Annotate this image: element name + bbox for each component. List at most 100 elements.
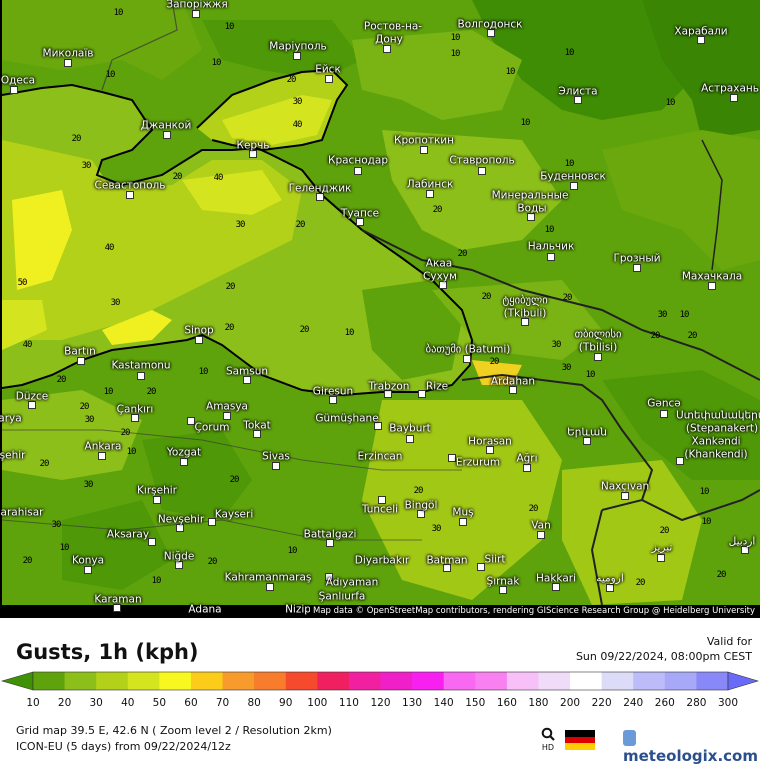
city-label: Diyarbakır xyxy=(354,554,410,567)
city-label: Tunceli xyxy=(361,503,399,516)
contour-label: 20 xyxy=(635,578,646,588)
city-marker xyxy=(326,539,334,547)
city-marker xyxy=(420,146,428,154)
map-attribution[interactable]: Map data © OpenStreetMap contributors, r… xyxy=(310,605,758,617)
city-marker xyxy=(509,386,517,394)
colorbar-tick-label: 10 xyxy=(26,697,40,709)
city-marker xyxy=(443,564,451,572)
colorbar-segment xyxy=(159,672,192,690)
contour-label: 40 xyxy=(213,173,224,183)
city-label: Bingöl xyxy=(404,499,438,512)
city-label: arya xyxy=(0,412,22,425)
colorbar-segment xyxy=(664,672,697,690)
city-marker xyxy=(606,584,614,592)
city-marker xyxy=(448,454,456,462)
city-marker xyxy=(208,518,216,526)
city-label: Kayseri xyxy=(214,508,254,521)
city-label: Bartın xyxy=(64,345,96,358)
colorbar-segment xyxy=(601,672,634,690)
contour-label: 20 xyxy=(432,205,443,215)
colorbar-segment xyxy=(222,672,255,690)
city-label: Запоріжжя xyxy=(166,0,228,11)
city-marker xyxy=(137,372,145,380)
colorbar-tick-label: 60 xyxy=(184,697,198,709)
city-label: Nevşehir xyxy=(157,513,205,526)
colorbar-tick-label: 100 xyxy=(307,697,328,709)
contour-label: 10 xyxy=(151,576,162,586)
city-marker xyxy=(293,52,301,60)
contour-label: 10 xyxy=(287,546,298,556)
contour-label: 30 xyxy=(84,415,95,425)
contour-label: 10 xyxy=(564,48,575,58)
contour-label: 10 xyxy=(198,367,209,377)
colorbar-segment xyxy=(317,672,350,690)
city-label: Şanlıurfa xyxy=(318,590,366,603)
colorbar-segment xyxy=(412,672,445,690)
city-marker xyxy=(570,182,578,190)
city-label: Волгодонск xyxy=(457,18,523,31)
city-label: Kırşehir xyxy=(137,484,177,497)
contour-label: 20 xyxy=(659,526,670,536)
city-marker xyxy=(523,464,531,472)
city-marker xyxy=(660,410,668,418)
city-label: Ставрополь xyxy=(449,154,515,167)
city-label: ارومیه xyxy=(596,572,624,585)
city-label: Махачкала xyxy=(681,270,743,283)
city-label: Giresun xyxy=(312,385,354,398)
city-label: (Stepanakert) xyxy=(685,422,759,435)
city-label: Ankara xyxy=(84,440,122,453)
contour-label: 30 xyxy=(235,220,246,230)
colorbar-tick-label: 30 xyxy=(89,697,103,709)
germany-flag-icon[interactable] xyxy=(565,730,595,750)
colorbar-tick-label: 120 xyxy=(370,697,391,709)
contour-label: 20 xyxy=(172,172,183,182)
city-marker xyxy=(374,422,382,430)
city-label: Erzurum xyxy=(455,456,501,469)
city-marker xyxy=(249,150,257,158)
city-marker xyxy=(77,357,85,365)
contour-label: 10 xyxy=(344,328,355,338)
colorbar-segment xyxy=(254,672,287,690)
city-marker xyxy=(176,524,184,532)
magnifier-hd-icon[interactable]: HD xyxy=(541,727,555,752)
contour-label: 20 xyxy=(71,134,82,144)
city-marker xyxy=(439,281,447,289)
hd-label: HD xyxy=(541,743,555,752)
city-marker xyxy=(417,510,425,518)
city-label: Минеральные xyxy=(491,189,569,202)
city-label: Севастополь xyxy=(94,179,166,192)
colorbar-tick-label: 80 xyxy=(247,697,261,709)
city-marker xyxy=(552,583,560,591)
city-label: Кропоткин xyxy=(394,134,454,147)
contour-label: 30 xyxy=(292,97,303,107)
city-label: Одеса xyxy=(0,74,36,87)
city-marker xyxy=(163,131,171,139)
city-marker xyxy=(486,446,494,454)
contour-label: 30 xyxy=(657,310,668,320)
city-label: Niğde xyxy=(163,550,195,563)
city-marker xyxy=(272,462,280,470)
city-marker xyxy=(527,213,535,221)
city-label: Yozgat xyxy=(166,446,202,459)
city-marker xyxy=(148,538,156,546)
city-label: Rize xyxy=(425,380,449,393)
contour-label: 20 xyxy=(295,220,306,230)
city-marker xyxy=(316,193,324,201)
contour-label: 50 xyxy=(17,278,28,288)
contour-label: 20 xyxy=(229,475,240,485)
contour-label: 10 xyxy=(505,67,516,77)
city-label: (Tkibuli) xyxy=(503,307,547,320)
colorbar-tick-label: 110 xyxy=(338,697,359,709)
weather-map[interactable]: Запоріжжя Миколаїв Одеса Маріуполь Ейск … xyxy=(0,0,760,618)
city-marker xyxy=(253,430,261,438)
valid-datetime: Sun 09/22/2024, 08:00pm CEST xyxy=(575,650,752,663)
city-label: Акаа xyxy=(425,257,453,270)
contour-label: 20 xyxy=(146,387,157,397)
city-label: Düzce xyxy=(15,390,49,403)
city-label: arahisar xyxy=(0,506,44,519)
contour-label: 10 xyxy=(450,49,461,59)
city-marker xyxy=(354,167,362,175)
city-label: Ağrı xyxy=(516,452,538,465)
contour-label: 10 xyxy=(564,159,575,169)
contour-label: 20 xyxy=(528,504,539,514)
